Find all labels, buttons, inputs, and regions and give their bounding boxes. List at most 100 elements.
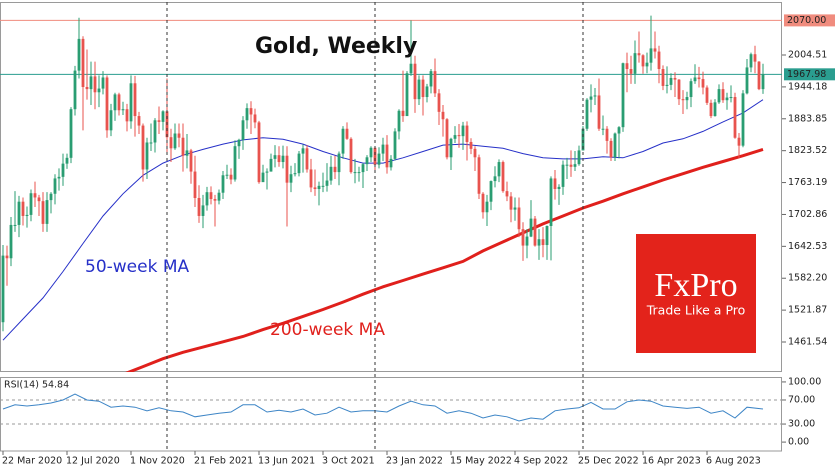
logo: FxPro Trade Like a Pro (636, 234, 756, 353)
candle-body (653, 48, 657, 52)
candle-body (385, 144, 389, 168)
candle-body (645, 62, 649, 67)
price-level-box (784, 68, 835, 81)
candle-body (5, 255, 9, 259)
candle-body (445, 119, 449, 158)
candle-body (353, 172, 357, 174)
candle-body (137, 116, 141, 126)
candle-body (273, 155, 277, 159)
candle-body (541, 239, 545, 246)
candle-body (289, 174, 293, 183)
candle-body (497, 162, 501, 177)
candle-body (537, 239, 541, 246)
candle-body (673, 78, 677, 80)
candle-body (757, 61, 761, 90)
candle-body (265, 171, 269, 173)
x-tick-label: 12 Jul 2020 (66, 456, 120, 467)
candle-body (281, 155, 285, 163)
chart-title: Gold, Weekly (255, 34, 417, 59)
candle-body (197, 197, 201, 216)
candle-body (517, 207, 521, 230)
candle-body (173, 133, 177, 149)
candle-body (557, 186, 561, 190)
candle-body (41, 201, 45, 224)
candle-body (133, 83, 137, 117)
candle-body (661, 69, 665, 86)
y-tick-label: 1461.54 (788, 337, 827, 348)
candle-body (177, 133, 181, 138)
x-tick-label: 3 Oct 2021 (322, 456, 375, 467)
x-tick-label: 1 Nov 2020 (130, 456, 185, 467)
candle-body (705, 87, 709, 103)
candle-body (701, 79, 705, 88)
candle-body (713, 102, 717, 117)
candle-body (553, 178, 557, 190)
candle-body (681, 99, 685, 101)
candle-body (77, 38, 81, 71)
candle-body (749, 54, 753, 68)
candle-body (593, 95, 597, 97)
candle-body (533, 218, 537, 246)
candle-body (397, 110, 401, 132)
candle-body (741, 93, 745, 146)
candle-body (329, 166, 333, 181)
candle-body (721, 89, 725, 101)
candle-body (409, 63, 413, 74)
candle-body (1, 255, 5, 323)
candle-body (401, 110, 405, 117)
candle-body (641, 55, 645, 67)
moving-average (2, 99, 764, 341)
rsi-plot (0, 393, 782, 425)
candle-body (685, 97, 689, 101)
y-tick-label: 1702.86 (788, 209, 827, 220)
candle-body (357, 172, 361, 174)
x-tick-label: 13 Jun 2021 (258, 456, 315, 467)
candle-body (381, 144, 385, 154)
y-tick-label: 1642.53 (788, 241, 827, 252)
candle-body (113, 94, 117, 111)
candle-body (733, 97, 737, 138)
rsi-label: RSI(14) 54.84 (4, 380, 69, 391)
candle-body (389, 158, 393, 168)
candle-body (89, 76, 93, 90)
candle-body (413, 63, 417, 100)
candle-body (501, 162, 505, 192)
price-level-label: 2070.00 (787, 15, 826, 26)
candle-body (601, 128, 605, 130)
candle-body (53, 178, 57, 194)
candle-body (469, 141, 473, 149)
candle-body (317, 185, 321, 190)
candle-body (521, 229, 525, 246)
candle-body (233, 146, 237, 180)
ma-label: 200-week MA (270, 320, 385, 340)
candle-body (689, 81, 693, 98)
rsi-panel (0, 377, 782, 452)
candle-body (297, 153, 301, 174)
candle-body (261, 172, 265, 183)
candle-body (13, 224, 17, 226)
x-tick-label: 22 Mar 2020 (2, 456, 62, 467)
candle-body (257, 122, 261, 183)
candle-body (717, 89, 721, 103)
x-tick-label: 25 Dec 2022 (578, 456, 639, 467)
y-tick-label: 2004.51 (788, 50, 827, 61)
candle-body (569, 164, 573, 167)
candle-body (241, 120, 245, 140)
x-tick-label: 16 Apr 2023 (642, 456, 701, 467)
candle-body (189, 150, 193, 172)
candle-body (29, 193, 33, 215)
moving-average (125, 147, 764, 372)
candle-body (245, 108, 249, 121)
candle-body (525, 236, 529, 246)
candle-body (449, 138, 453, 158)
candle-body (129, 83, 133, 122)
candle-body (61, 163, 65, 177)
candle-body (181, 137, 185, 156)
candle-body (485, 201, 489, 213)
candle-body (361, 164, 365, 173)
price-level-box (784, 14, 835, 27)
rsi-tick-label: 30.00 (788, 419, 815, 430)
candle-body (545, 226, 549, 246)
y-tick-label: 1582.20 (788, 273, 827, 284)
logo-tagline: Trade Like a Pro (646, 303, 746, 318)
